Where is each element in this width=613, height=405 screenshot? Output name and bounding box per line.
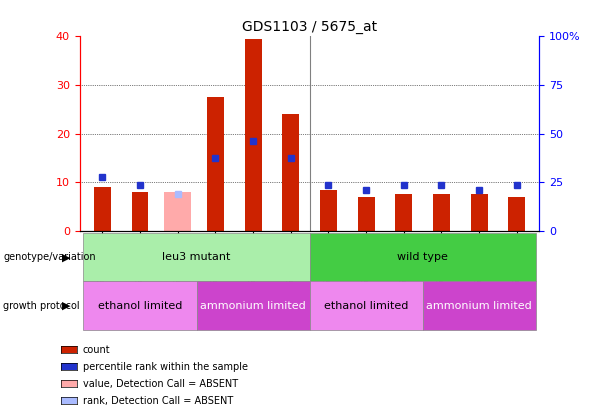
Bar (83, 233, 310, 281)
Bar (282, 114, 299, 231)
Text: ▶: ▶ (62, 252, 70, 262)
Text: genotype/variation: genotype/variation (3, 252, 96, 262)
Bar (132, 192, 148, 231)
Text: ▶: ▶ (62, 301, 70, 311)
Bar (310, 233, 536, 281)
Bar (310, 281, 422, 330)
Text: ethanol limited: ethanol limited (98, 301, 182, 311)
Bar (357, 197, 375, 231)
Text: percentile rank within the sample: percentile rank within the sample (83, 362, 248, 372)
Bar (508, 197, 525, 231)
Bar (83, 281, 197, 330)
Text: leu3 mutant: leu3 mutant (162, 252, 230, 262)
Text: ammonium limited: ammonium limited (426, 301, 532, 311)
Bar (207, 97, 224, 231)
Text: wild type: wild type (397, 252, 448, 262)
Bar (245, 39, 262, 231)
Text: count: count (83, 345, 110, 355)
Text: value, Detection Call = ABSENT: value, Detection Call = ABSENT (83, 379, 238, 389)
Bar (197, 281, 310, 330)
Text: ammonium limited: ammonium limited (200, 301, 306, 311)
Bar (164, 192, 191, 231)
Bar (471, 194, 487, 231)
Bar (94, 187, 111, 231)
Title: GDS1103 / 5675_at: GDS1103 / 5675_at (242, 20, 377, 34)
Bar (320, 190, 337, 231)
Text: growth protocol: growth protocol (3, 301, 80, 311)
Bar (433, 194, 450, 231)
Text: rank, Detection Call = ABSENT: rank, Detection Call = ABSENT (83, 396, 233, 405)
Bar (422, 281, 536, 330)
Text: ethanol limited: ethanol limited (324, 301, 408, 311)
Bar (395, 194, 413, 231)
